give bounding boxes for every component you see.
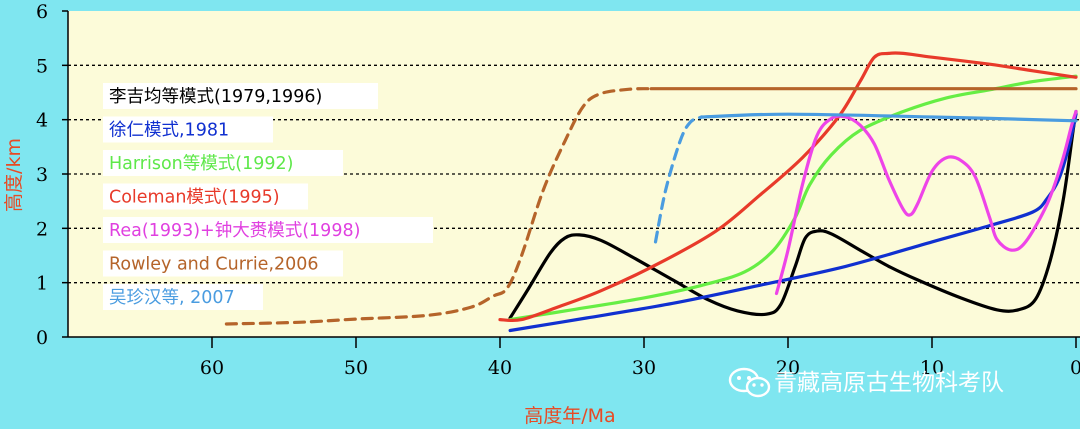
y-tick-label: 2 — [36, 218, 48, 240]
series-line-8 — [700, 112, 1078, 123]
y-ticks: 0 1 2 3 4 5 6 — [36, 1, 68, 349]
legend-item-label: 李吉均等模式(1979,1996) — [109, 87, 322, 107]
series-layer — [224, 51, 1078, 333]
y-tick-label: 0 — [36, 327, 48, 349]
legend: 李吉均等模式(1979,1996) 徐仁模式,1981 Harrison等模式(19… — [103, 83, 433, 310]
legend-item-label: 吴珍汉等, 2007 — [109, 288, 235, 308]
series-line-7 — [653, 115, 704, 244]
legend-item-background — [103, 83, 378, 109]
legend-item-background — [103, 217, 433, 243]
wechat-icon — [728, 367, 771, 398]
x-axis-title: 高度年/Ma — [524, 405, 615, 427]
series-line-5 — [224, 87, 653, 326]
legend-item-background — [103, 250, 343, 277]
x-tick-label: 50 — [344, 357, 368, 379]
x-ticks: 60 50 40 30 20 10 0 — [200, 337, 1080, 379]
legend-item-label: Rowley and Currie,2006 — [109, 255, 319, 275]
series-line-1 — [508, 112, 1078, 333]
x-tick-label: 0 — [1070, 357, 1080, 379]
watermark-text: 青藏高原古生物科考队 — [774, 370, 1004, 396]
x-tick-label: 20 — [776, 357, 800, 379]
y-tick-label: 4 — [36, 110, 48, 132]
series-line-2 — [508, 74, 1078, 322]
series-line-0 — [508, 109, 1078, 320]
y-tick-label: 1 — [36, 273, 48, 295]
legend-item-background — [103, 183, 308, 210]
y-tick-label: 3 — [36, 164, 48, 186]
legend-item-background — [103, 150, 343, 176]
x-tick-label: 10 — [920, 357, 944, 379]
legend-item-background — [103, 284, 263, 310]
watermark: 青藏高原古生物科考队 — [728, 367, 1004, 398]
x-tick-label: 60 — [200, 357, 224, 379]
legend-item-label: Coleman模式(1995) — [109, 188, 280, 208]
y-tick-label: 5 — [36, 55, 48, 77]
legend-item-background — [103, 116, 273, 143]
y-tick-label: 6 — [36, 1, 48, 23]
x-tick-label: 40 — [488, 357, 512, 379]
series-line-4 — [774, 109, 1078, 296]
legend-item-label: 徐仁模式,1981 — [109, 121, 229, 141]
legend-item-label: Harrison等模式(1992) — [109, 154, 293, 174]
legend-item-label: Rea(1993)+钟大赉模式(1998) — [109, 221, 360, 241]
y-axis-title: 高度/km — [3, 138, 25, 212]
x-tick-label: 30 — [632, 357, 656, 379]
